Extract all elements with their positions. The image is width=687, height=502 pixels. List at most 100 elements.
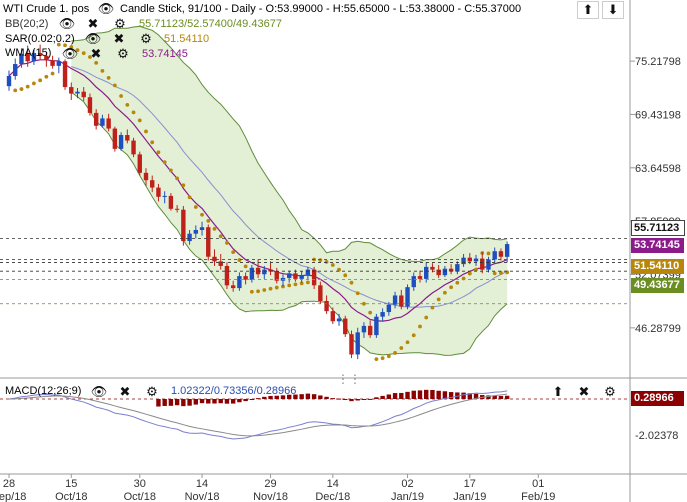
up-arrow-icon[interactable]: ⬆	[552, 384, 564, 399]
eye-icon[interactable]: 👁	[97, 1, 115, 16]
candle[interactable]	[262, 265, 267, 279]
candle[interactable]	[274, 267, 279, 284]
candle[interactable]	[44, 52, 49, 67]
close-icon[interactable]: ✖	[119, 384, 131, 399]
close-icon[interactable]: ✖	[90, 46, 102, 61]
close-icon[interactable]: ✖	[578, 384, 590, 399]
candle[interactable]	[349, 330, 354, 359]
candle[interactable]	[224, 262, 230, 290]
candle[interactable]	[174, 205, 180, 213]
candle[interactable]	[212, 249, 217, 266]
eye-icon[interactable]: 👁	[61, 46, 79, 61]
candle[interactable]	[461, 253, 466, 267]
candle[interactable]	[380, 308, 385, 322]
candle[interactable]	[100, 114, 105, 128]
gear-icon[interactable]: ⚙	[146, 384, 158, 399]
candle[interactable]	[106, 113, 111, 132]
candle[interactable]	[62, 59, 68, 90]
candle-body	[287, 273, 292, 278]
candle[interactable]	[386, 301, 392, 316]
candle[interactable]	[448, 264, 454, 275]
candlesticks[interactable]	[6, 44, 510, 360]
candle[interactable]	[143, 168, 149, 186]
candle[interactable]	[206, 224, 211, 261]
candle-body	[324, 301, 329, 312]
candle-body	[299, 275, 304, 279]
gear-icon[interactable]: ⚙	[604, 384, 616, 399]
candle[interactable]	[405, 284, 410, 310]
candle[interactable]	[156, 183, 161, 202]
candle[interactable]	[504, 241, 510, 263]
candle[interactable]	[498, 248, 504, 261]
candle[interactable]	[330, 307, 336, 325]
candle[interactable]	[367, 320, 373, 338]
candle[interactable]	[168, 193, 174, 211]
candle[interactable]	[336, 313, 342, 326]
candle[interactable]	[69, 82, 74, 100]
drag-handle-icon[interactable]: ⋮⋮	[337, 372, 361, 386]
candle[interactable]	[299, 271, 304, 283]
candle[interactable]	[131, 137, 136, 158]
candle[interactable]	[125, 129, 130, 144]
candle[interactable]	[75, 88, 80, 99]
candle[interactable]	[230, 280, 236, 292]
down-arrow-icon[interactable]: ⬇	[602, 1, 624, 19]
candle[interactable]	[343, 315, 348, 337]
sar-label: SAR(0.02;0.2)	[5, 33, 75, 45]
candle[interactable]	[199, 221, 205, 236]
candle[interactable]	[13, 58, 18, 80]
candle[interactable]	[374, 313, 379, 338]
candle[interactable]	[473, 254, 479, 266]
macd-panel[interactable]	[0, 389, 630, 440]
candle[interactable]	[19, 48, 24, 68]
up-arrow-icon[interactable]: ⬆	[577, 1, 599, 19]
candle[interactable]	[218, 253, 223, 270]
candle[interactable]	[6, 70, 12, 91]
candle[interactable]	[249, 265, 255, 283]
candle[interactable]	[93, 109, 99, 130]
candle[interactable]	[417, 270, 423, 283]
candle[interactable]	[318, 281, 323, 304]
candle[interactable]	[181, 206, 186, 246]
candle[interactable]	[399, 289, 404, 310]
candle[interactable]	[137, 151, 142, 176]
close-icon[interactable]: ✖	[113, 31, 125, 46]
eye-icon[interactable]: 👁	[90, 384, 108, 399]
candle[interactable]	[25, 45, 30, 67]
candle[interactable]	[361, 322, 367, 338]
candle[interactable]	[268, 261, 273, 276]
candle[interactable]	[50, 55, 55, 69]
candle[interactable]	[237, 272, 242, 291]
candle-body	[181, 209, 186, 242]
candle[interactable]	[305, 266, 311, 280]
candle[interactable]	[411, 272, 416, 291]
candle[interactable]	[287, 270, 292, 283]
candle[interactable]	[193, 225, 199, 239]
candle[interactable]	[31, 49, 37, 65]
candle[interactable]	[455, 261, 460, 275]
close-icon[interactable]: ✖	[87, 16, 99, 31]
candle[interactable]	[324, 295, 329, 314]
eye-icon[interactable]: 👁	[58, 16, 76, 31]
candle[interactable]	[392, 291, 398, 309]
candle[interactable]	[243, 272, 248, 285]
sar-dot	[287, 283, 292, 288]
candle[interactable]	[355, 327, 360, 360]
gear-icon[interactable]: ⚙	[140, 31, 152, 46]
candle[interactable]	[87, 93, 93, 116]
candle[interactable]	[311, 266, 317, 290]
candle[interactable]	[162, 191, 167, 204]
candle[interactable]	[187, 230, 192, 245]
candle[interactable]	[37, 44, 43, 60]
candle[interactable]	[112, 126, 118, 152]
candle[interactable]	[56, 57, 62, 74]
sar-dot	[430, 305, 435, 310]
candle[interactable]	[118, 132, 124, 151]
macd-histogram-bar	[206, 399, 211, 404]
candle[interactable]	[81, 87, 86, 101]
gear-icon[interactable]: ⚙	[114, 16, 126, 31]
candle[interactable]	[150, 175, 155, 193]
gear-icon[interactable]: ⚙	[117, 46, 129, 61]
eye-icon[interactable]: 👁	[84, 31, 102, 46]
